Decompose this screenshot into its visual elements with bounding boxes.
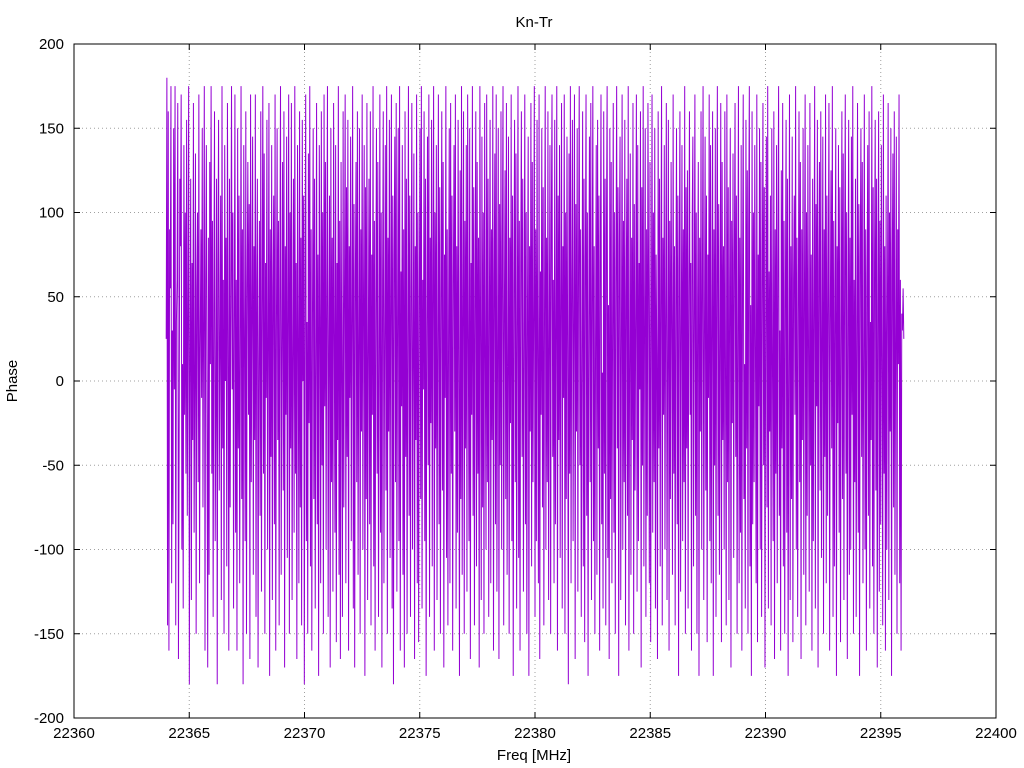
y-tick-label: 0 <box>56 373 64 390</box>
y-tick-label: -50 <box>42 457 64 474</box>
y-tick-label: -100 <box>34 542 64 559</box>
x-tick-label: 22390 <box>745 725 787 742</box>
y-tick-label: 150 <box>39 120 64 137</box>
x-tick-label: 22400 <box>975 725 1017 742</box>
x-tick-label: 22385 <box>629 725 671 742</box>
x-tick-labels: 22360 22365 22370 22375 22380 22385 22390 22395… <box>53 725 1017 742</box>
y-tick-label: 50 <box>47 289 64 306</box>
y-tick-label: 100 <box>39 205 64 222</box>
x-axis-label: Freq [MHz] <box>497 747 571 764</box>
y-tick-label: -200 <box>34 710 64 727</box>
x-tick-label: 22365 <box>168 725 210 742</box>
x-tick-label: 22375 <box>399 725 441 742</box>
y-axis-label: Phase <box>4 360 21 403</box>
x-tick-label: 22395 <box>860 725 902 742</box>
chart-title: Kn-Tr <box>516 14 553 31</box>
x-tick-label: 22360 <box>53 725 95 742</box>
y-tick-labels: -200 -150 -100 -50 0 50 100 150 200 <box>34 36 64 727</box>
phase-series-line-0 <box>165 77 905 685</box>
series-line <box>165 77 905 685</box>
axis-ticks <box>73 43 997 719</box>
y-tick-label: 200 <box>39 36 64 53</box>
x-tick-label: 22380 <box>514 725 556 742</box>
y-tick-label: -150 <box>34 626 64 643</box>
x-tick-label: 22370 <box>284 725 326 742</box>
